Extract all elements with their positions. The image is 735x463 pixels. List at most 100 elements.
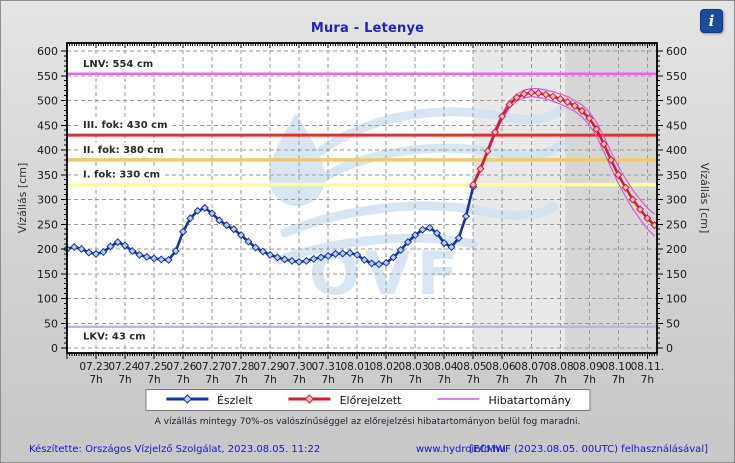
legend-label-forecast: Előrejelzett: [339, 393, 402, 407]
legend-item-observed: Észlelt: [164, 393, 253, 408]
model-info-text: [ECMWF (2023.08.05. 00UTC) felhasználásá…: [469, 444, 708, 455]
svg-text:07.25.: 07.25.: [137, 361, 170, 373]
svg-text:7h: 7h: [89, 374, 102, 386]
reference-label-LNV: LNV: 554 cm: [78, 56, 159, 72]
svg-text:7h: 7h: [409, 374, 422, 386]
svg-text:200: 200: [37, 243, 58, 256]
svg-text:7h: 7h: [350, 374, 363, 386]
svg-text:400: 400: [37, 144, 58, 157]
legend-item-error-band: Hibatartomány: [435, 393, 571, 408]
info-icon[interactable]: i: [700, 9, 723, 33]
svg-text:0: 0: [51, 342, 58, 355]
svg-text:08.08.: 08.08.: [544, 361, 577, 373]
svg-text:450: 450: [666, 119, 687, 132]
reference-label-II. fok: II. fok: 380 cm: [78, 142, 169, 158]
legend-label-error-band: Hibatartomány: [488, 393, 572, 407]
reference-label-I. fok: I. fok: 330 cm: [78, 167, 166, 183]
y-tick-labels: 0 0 50 50 100 100 150 150 200 200 250 250 300 300 350 3…: [37, 45, 687, 355]
svg-text:550: 550: [666, 70, 687, 83]
svg-text:7h: 7h: [118, 374, 131, 386]
svg-text:350: 350: [666, 169, 687, 182]
svg-text:250: 250: [37, 218, 58, 231]
y-axis-title-right: Vízállás [cm]: [698, 163, 711, 234]
svg-text:08.04.: 08.04.: [428, 361, 461, 373]
website-link[interactable]: www.hydroinfo.hu: [416, 444, 506, 455]
legend: Észlelt Előrejelzett Hibatartomány: [144, 389, 591, 411]
svg-text:07.28.: 07.28.: [224, 361, 257, 373]
svg-text:07.26.: 07.26.: [166, 361, 199, 373]
svg-text:400: 400: [666, 144, 687, 157]
svg-text:08.01.: 08.01.: [340, 361, 373, 373]
svg-text:II. fok: 380 cm: II. fok: 380 cm: [83, 145, 164, 156]
wave-icon: [280, 201, 559, 238]
page-title: Mura - Letenye: [310, 21, 425, 36]
svg-text:7h: 7h: [583, 374, 596, 386]
svg-text:7h: 7h: [321, 374, 334, 386]
reference-lines: [67, 72, 657, 328]
svg-text:300: 300: [666, 194, 687, 207]
svg-text:600: 600: [37, 45, 58, 58]
wave-icon: [316, 105, 565, 156]
svg-text:7h: 7h: [380, 374, 393, 386]
probability-note: A vízállás mintegy 70%-os valószínűségge…: [154, 417, 581, 427]
svg-text:LKV: 43 cm: LKV: 43 cm: [83, 332, 146, 343]
svg-text:200: 200: [666, 243, 687, 256]
svg-text:07.31.: 07.31.: [311, 361, 344, 373]
svg-text:7h: 7h: [263, 374, 276, 386]
svg-text:7h: 7h: [641, 374, 654, 386]
svg-text:550: 550: [37, 70, 58, 83]
svg-text:LNV: 554 cm: LNV: 554 cm: [83, 59, 153, 70]
reference-label-III. fok: III. fok: 430 cm: [78, 118, 173, 134]
svg-text:07.23.: 07.23.: [79, 361, 112, 373]
svg-text:7h: 7h: [525, 374, 538, 386]
y-axis-title-left: Vízállás [cm]: [16, 163, 29, 234]
error-band-sample-icon: [435, 393, 481, 408]
svg-text:50: 50: [666, 317, 680, 330]
forecast-line-sample-icon: [287, 393, 333, 408]
svg-text:100: 100: [37, 293, 58, 306]
svg-text:I. fok: 330 cm: I. fok: 330 cm: [83, 170, 160, 181]
svg-text:08.02.: 08.02.: [369, 361, 402, 373]
svg-text:7h: 7h: [438, 374, 451, 386]
svg-text:7h: 7h: [496, 374, 509, 386]
svg-text:50: 50: [44, 317, 58, 330]
svg-text:08.11.: 08.11.: [631, 361, 664, 373]
svg-text:III. fok: 430 cm: III. fok: 430 cm: [83, 120, 168, 131]
made-by-text: Készítette: Országos Vízjelző Szolgálat,…: [29, 444, 321, 455]
svg-text:450: 450: [37, 119, 58, 132]
svg-text:07.29.: 07.29.: [253, 361, 286, 373]
svg-text:07.27.: 07.27.: [195, 361, 228, 373]
late-forecast-zone: [565, 43, 657, 353]
svg-text:7h: 7h: [612, 374, 625, 386]
svg-text:7h: 7h: [176, 374, 189, 386]
x-tick-labels: 07.23.7h07.24.7h07.25.7h07.26.7h07.27.7h…: [79, 361, 664, 386]
svg-text:08.03.: 08.03.: [398, 361, 431, 373]
svg-text:150: 150: [37, 268, 58, 281]
svg-text:500: 500: [666, 95, 687, 108]
svg-text:350: 350: [37, 169, 58, 182]
legend-label-observed: Észlelt: [216, 393, 253, 407]
svg-text:08.09.: 08.09.: [573, 361, 606, 373]
svg-text:7h: 7h: [205, 374, 218, 386]
observed-line-sample-icon: [164, 393, 210, 408]
svg-text:7h: 7h: [147, 374, 160, 386]
legend-item-forecast: Előrejelzett: [287, 393, 402, 408]
svg-text:500: 500: [37, 95, 58, 108]
svg-text:600: 600: [666, 45, 687, 58]
svg-text:7h: 7h: [292, 374, 305, 386]
svg-text:150: 150: [666, 268, 687, 281]
axis-ticks: [61, 43, 663, 359]
svg-text:07.24.: 07.24.: [108, 361, 141, 373]
svg-text:300: 300: [37, 194, 58, 207]
svg-text:08.05.: 08.05.: [457, 361, 490, 373]
svg-text:7h: 7h: [234, 374, 247, 386]
svg-text:08.06.: 08.06.: [486, 361, 519, 373]
svg-text:250: 250: [666, 218, 687, 231]
reference-label-LKV: LKV: 43 cm: [78, 329, 151, 345]
svg-text:08.10.: 08.10.: [602, 361, 635, 373]
forecast-markers: [469, 88, 659, 230]
svg-text:07.30.: 07.30.: [282, 361, 315, 373]
svg-text:100: 100: [666, 293, 687, 306]
